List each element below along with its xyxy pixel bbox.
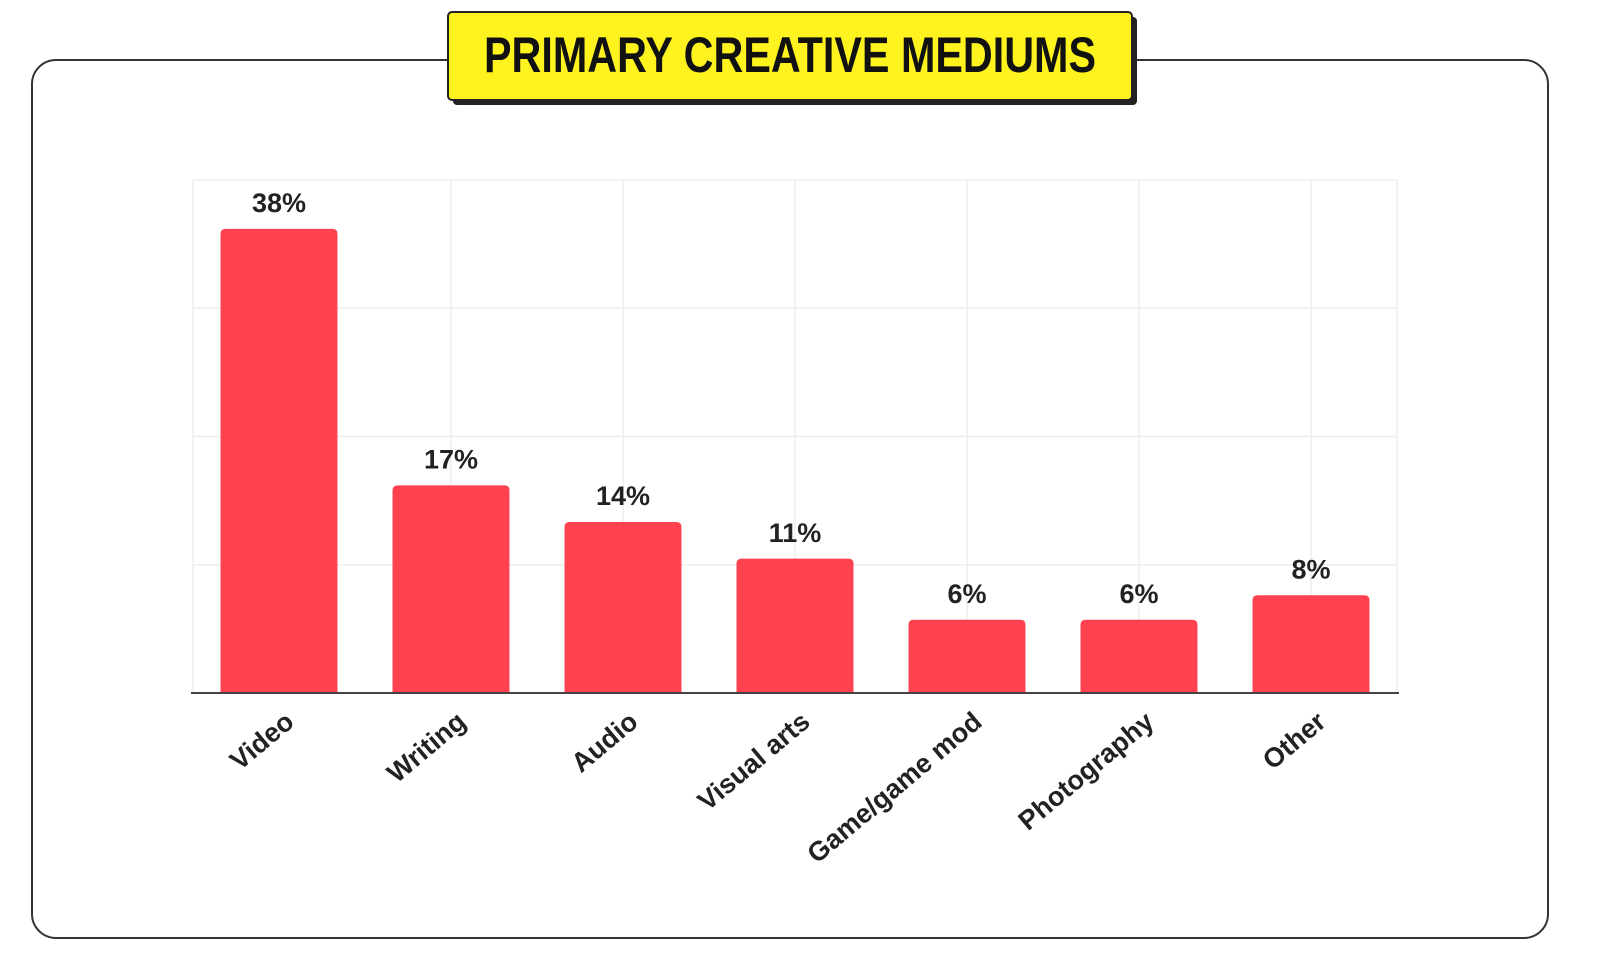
chart-title: PRIMARY CREATIVE MEDIUMS: [484, 27, 1096, 83]
bar: [1252, 595, 1370, 693]
title-box: [447, 11, 1133, 101]
value-label: 8%: [1291, 554, 1330, 584]
bar: [220, 228, 338, 693]
bar: [1080, 619, 1198, 693]
bar: [564, 522, 682, 693]
bar: [908, 619, 1026, 693]
value-label: 17%: [424, 444, 478, 474]
value-label: 11%: [769, 518, 822, 548]
bar: [736, 558, 854, 693]
value-label: 14%: [596, 481, 650, 511]
value-label: 6%: [947, 579, 986, 609]
value-label: 38%: [252, 188, 306, 218]
bar: [392, 485, 510, 693]
value-label: 6%: [1119, 579, 1158, 609]
